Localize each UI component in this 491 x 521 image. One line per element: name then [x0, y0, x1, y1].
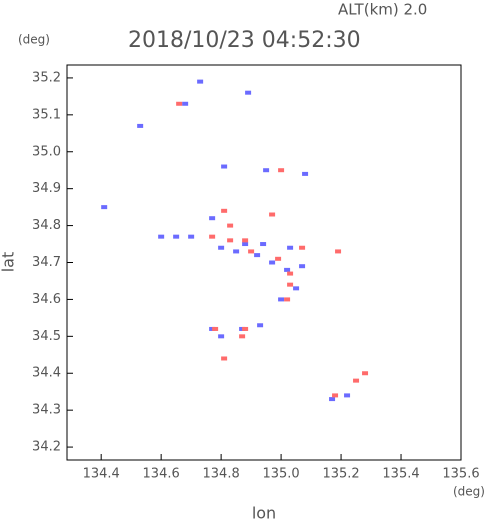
data-point [284, 267, 291, 272]
data-point [227, 223, 234, 228]
y-tick-label: 34.6 [32, 292, 61, 307]
data-point [302, 171, 309, 176]
data-point [293, 286, 300, 291]
data-point [221, 208, 228, 213]
data-point [176, 101, 183, 106]
data-point [209, 216, 216, 221]
data-point [197, 79, 204, 84]
data-point [101, 205, 108, 210]
y-tick-label: 34.5 [32, 329, 61, 344]
data-point [335, 249, 342, 254]
x-tick-label: 134.8 [203, 467, 240, 482]
x-tick-label: 134.4 [83, 467, 120, 482]
data-point [212, 326, 219, 331]
data-point [137, 123, 144, 128]
y-tick-label: 34.2 [32, 440, 61, 455]
data-point [173, 234, 180, 239]
data-point [248, 249, 255, 254]
data-point [299, 245, 306, 250]
x-tick-label: 135.2 [322, 467, 359, 482]
data-point [233, 249, 240, 254]
data-point [257, 323, 264, 328]
x-tick-label: 135.4 [382, 467, 419, 482]
data-point [209, 234, 216, 239]
y-unit: (deg) [18, 33, 50, 47]
y-tick-label: 34.8 [32, 218, 61, 233]
data-point [353, 378, 360, 383]
data-point [284, 297, 291, 302]
data-point [287, 271, 294, 276]
header: ALT(km) 2.0 [338, 1, 427, 19]
data-point [275, 256, 282, 261]
data-point [182, 101, 189, 106]
data-point [221, 164, 228, 169]
y-tick-label: 34.9 [32, 181, 61, 196]
data-point [242, 242, 249, 247]
data-point [158, 234, 165, 239]
y-axis-label: lat [0, 252, 18, 273]
data-point [188, 234, 195, 239]
plot-frame [66, 64, 462, 461]
data-point [329, 397, 336, 402]
y-tick-label: 34.3 [32, 403, 61, 418]
y-tick-label: 35.1 [32, 107, 61, 122]
data-point [278, 297, 285, 302]
data-point [287, 282, 294, 287]
y-tick-label: 35.2 [32, 70, 61, 85]
data-point [287, 245, 294, 250]
data-point [218, 334, 225, 339]
data-point [254, 253, 261, 258]
x-unit: (deg) [453, 485, 485, 499]
data-point [221, 356, 228, 361]
data-point [260, 242, 267, 247]
chart-title: 2018/10/23 04:52:30 [128, 28, 361, 53]
data-point [344, 393, 351, 398]
data-point [242, 326, 249, 331]
data-point [263, 168, 270, 173]
data-point [269, 212, 276, 217]
data-point [245, 90, 252, 95]
data-point [218, 245, 225, 250]
data-point [299, 264, 306, 269]
data-point [242, 238, 249, 243]
x-tick-label: 135.6 [442, 467, 479, 482]
y-tick-label: 34.7 [32, 255, 61, 270]
data-point [269, 260, 276, 265]
data-point [362, 371, 369, 376]
y-tick-label: 35.0 [32, 144, 61, 159]
data-point [239, 334, 246, 339]
y-tick-label: 34.4 [32, 366, 61, 381]
x-tick-label: 135.0 [262, 467, 299, 482]
data-point [332, 393, 339, 398]
x-tick-label: 134.6 [143, 467, 180, 482]
data-point [278, 168, 285, 173]
x-axis-label: lon [252, 504, 276, 521]
data-point [227, 238, 234, 243]
